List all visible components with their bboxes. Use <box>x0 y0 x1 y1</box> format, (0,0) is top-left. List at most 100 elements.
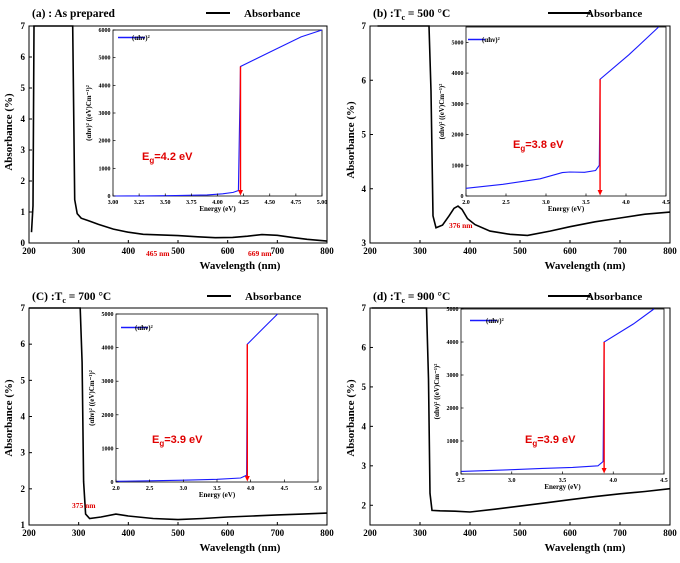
inset-x-axis-label: Energy (eV) <box>199 205 236 213</box>
panel-b: 200 300 400 500 600 700 800 3 4 5 6 7 Wavelength (nm… <box>345 8 677 272</box>
inset-legend-label: (αhν)² <box>486 317 504 325</box>
panel-d: 200 300 400 500 600 700 800 2 3 4 5 6 7 Wavelength (n… <box>345 291 677 554</box>
panel-title: (b) :Tc = 500 °C <box>373 8 450 22</box>
inset-x-tick-label: 4.75 <box>291 200 302 206</box>
y-tick-label: 5 <box>21 83 26 93</box>
x-axis-label: Wavelength (nm) <box>200 260 281 272</box>
inset-y-axis-label: (αhν)² ((eV)Cm⁻¹)² <box>438 84 446 140</box>
x-tick-label: 600 <box>221 528 235 538</box>
band-gap-arrow <box>601 468 607 474</box>
y-tick-label: 3 <box>362 238 367 248</box>
x-tick-label: 500 <box>171 246 185 256</box>
x-tick-label: 500 <box>513 246 527 256</box>
y-tick-label: 6 <box>362 75 367 85</box>
inset-y-axis-label: (αhν)² ((eV)Cm⁻¹)² <box>433 364 441 420</box>
panel-a: 200 300 400 500 600 700 800 0 1 2 3 4 5 6 7 Wavelength … <box>3 8 334 272</box>
inset-y-axis-label: (αhν)² ((eV)Cm⁻¹)² <box>85 85 93 141</box>
band-gap-arrow <box>597 190 603 196</box>
y-tick-label: 5 <box>21 375 26 385</box>
absorbance-line <box>377 25 671 237</box>
x-tick-label: 200 <box>363 528 377 538</box>
inset-frame <box>115 313 319 483</box>
y-tick-label: 6 <box>21 339 26 349</box>
inset-chart: 2.0 2.5 3.0 3.5 4.0 4.5 0 1000 2000 3000 4000 5000 E… <box>438 26 670 213</box>
inset-x-axis-label: Energy (eV) <box>199 491 236 499</box>
inset-y-tick-label: 2000 <box>452 133 464 139</box>
inset-y-axis-label: (αhν)² ((eV)Cm⁻¹)² <box>88 370 96 426</box>
inset-y-tick-label: 3000 <box>99 111 111 117</box>
inset-x-tick-label: 4.00 <box>212 200 223 206</box>
x-tick-label: 600 <box>563 246 577 256</box>
inset-y-tick-label: 0 <box>461 194 464 200</box>
inset-x-tick-label: 3.0 <box>180 486 188 492</box>
panel-title: (C) :Tc = 700 °C <box>32 291 111 305</box>
inset-y-tick-label: 4000 <box>99 83 111 89</box>
inset-x-tick-label: 4.5 <box>281 486 289 492</box>
inset-x-tick-label: 2.5 <box>146 486 154 492</box>
band-gap-label: Eg=3.9 eV <box>152 434 203 448</box>
tauc-curve <box>460 308 655 472</box>
band-gap-arrow <box>244 476 250 482</box>
y-axis-label: Absorbance (%) <box>345 101 357 179</box>
y-tick-label: 4 <box>362 184 367 194</box>
legend-label: Absorbance <box>245 291 301 303</box>
inset-x-tick-label: 3.0 <box>508 478 516 484</box>
x-tick-label: 200 <box>22 528 36 538</box>
inset-legend-label: (αhν)² <box>482 36 500 44</box>
absorbance-line <box>30 25 328 242</box>
y-tick-label: 3 <box>21 145 26 155</box>
x-tick-label: 200 <box>363 246 377 256</box>
inset-x-axis-label: Energy (eV) <box>548 205 585 213</box>
y-tick-label: 7 <box>362 21 367 31</box>
x-tick-label: 200 <box>22 246 36 256</box>
inset-y-tick-label: 2000 <box>447 406 459 412</box>
inset-x-tick-label: 3.00 <box>108 200 119 206</box>
inset-y-tick-label: 6000 <box>99 28 111 34</box>
y-tick-label: 7 <box>21 303 26 313</box>
y-tick-label: 7 <box>362 303 367 313</box>
inset-x-tick-label: 4.0 <box>610 478 618 484</box>
inset-y-tick-label: 0 <box>111 480 114 486</box>
x-tick-label: 600 <box>221 246 235 256</box>
inset-legend-label: (αhν)² <box>135 324 153 332</box>
x-tick-label: 600 <box>563 528 577 538</box>
band-gap-arrow <box>237 190 243 196</box>
x-tick-label: 400 <box>122 528 136 538</box>
inset-x-tick-label: 2.5 <box>502 200 510 206</box>
inset-x-tick-label: 4.25 <box>238 200 249 206</box>
tauc-curve <box>465 26 659 189</box>
y-tick-label: 3 <box>21 448 26 458</box>
legend-label: Absorbance <box>586 291 642 303</box>
band-gap-label: Eg=3.9 eV <box>525 434 576 448</box>
inset-x-tick-label: 5.0 <box>314 486 322 492</box>
inset-x-tick-label: 4.5 <box>662 200 670 206</box>
y-tick-label: 5 <box>362 382 367 392</box>
x-tick-label: 300 <box>413 246 427 256</box>
inset-x-tick-label: 3.75 <box>186 200 197 206</box>
inset-y-tick-label: 5000 <box>99 56 111 62</box>
inset-x-tick-label: 2.5 <box>457 478 465 484</box>
x-tick-label: 700 <box>613 528 627 538</box>
y-tick-label: 3 <box>362 461 367 471</box>
x-tick-label: 800 <box>320 528 334 538</box>
peak-annotation: 669 nm <box>248 249 272 258</box>
inset-x-tick-label: 4.5 <box>660 478 668 484</box>
legend-label: Absorbance <box>586 8 642 20</box>
inset-x-tick-label: 3.5 <box>213 486 221 492</box>
x-axis-label: Wavelength (nm) <box>545 542 626 554</box>
inset-x-tick-label: 3.5 <box>559 478 567 484</box>
peak-annotation: 465 nm <box>146 249 170 258</box>
inset-frame <box>460 308 665 475</box>
peak-annotation: 375 nm <box>72 501 96 510</box>
inset-frame <box>465 26 667 197</box>
inset-y-tick-label: 2000 <box>102 413 114 419</box>
absorbance-line <box>29 307 328 521</box>
inset-chart: 2.0 2.5 3.0 3.5 4.0 4.5 5.0 0 1000 2000 3000 4000 50… <box>88 312 322 499</box>
y-tick-label: 0 <box>21 238 26 248</box>
y-tick-label: 6 <box>21 52 26 62</box>
x-tick-label: 500 <box>171 528 185 538</box>
x-tick-label: 800 <box>320 246 334 256</box>
inset-y-tick-label: 1000 <box>452 163 464 169</box>
